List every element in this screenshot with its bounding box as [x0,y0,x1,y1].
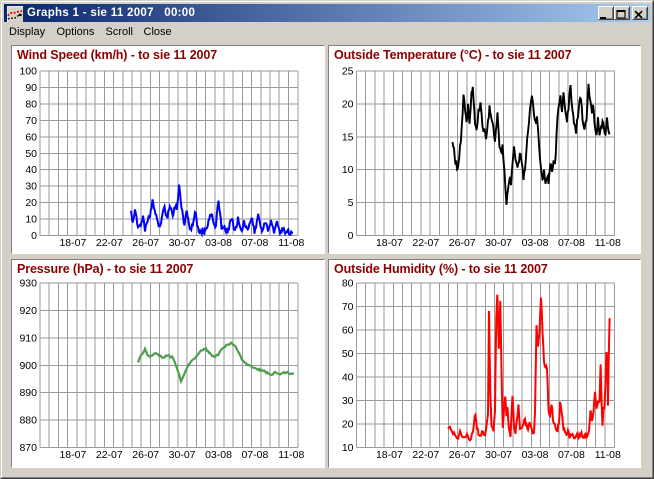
svg-text:11-08: 11-08 [278,449,304,461]
svg-text:26-07: 26-07 [132,237,159,249]
svg-text:18-07: 18-07 [59,237,86,249]
svg-text:870: 870 [19,442,37,454]
svg-text:03-08: 03-08 [205,449,232,461]
svg-text:18-07: 18-07 [59,449,86,461]
svg-text:03-08: 03-08 [205,237,232,249]
svg-text:100: 100 [19,66,37,78]
svg-text:26-07: 26-07 [132,449,159,461]
svg-text:70: 70 [342,301,354,313]
svg-text:07-08: 07-08 [241,449,268,461]
svg-text:880: 880 [19,415,37,427]
svg-text:60: 60 [25,131,37,143]
svg-text:80: 80 [342,278,354,290]
svg-text:30-07: 30-07 [485,449,512,461]
svg-text:07-08: 07-08 [558,237,585,249]
svg-text:920: 920 [19,305,37,317]
svg-text:07-08: 07-08 [241,237,268,249]
svg-text:11-08: 11-08 [595,449,621,461]
svg-text:22-07: 22-07 [96,449,123,461]
svg-text:26-07: 26-07 [449,449,476,461]
svg-text:40: 40 [25,164,37,176]
svg-text:50: 50 [25,148,37,160]
svg-text:10: 10 [342,442,354,454]
svg-text:0: 0 [31,230,37,242]
svg-text:18-07: 18-07 [376,449,403,461]
svg-text:0: 0 [348,230,354,242]
svg-text:90: 90 [25,82,37,94]
svg-text:03-08: 03-08 [522,449,549,461]
svg-text:30: 30 [342,395,354,407]
svg-text:11-08: 11-08 [278,237,304,249]
svg-text:890: 890 [19,387,37,399]
svg-text:70: 70 [25,115,37,127]
svg-text:910: 910 [19,332,37,344]
svg-text:18-07: 18-07 [376,237,403,249]
svg-text:15: 15 [342,131,354,143]
svg-text:20: 20 [25,197,37,209]
svg-text:10: 10 [342,164,354,176]
svg-text:5: 5 [348,197,354,209]
svg-text:22-07: 22-07 [412,449,439,461]
svg-text:11-08: 11-08 [595,237,621,249]
svg-text:930: 930 [19,278,37,290]
svg-text:40: 40 [342,372,354,384]
svg-text:07-08: 07-08 [558,449,585,461]
svg-text:80: 80 [25,98,37,110]
svg-text:30-07: 30-07 [169,237,196,249]
svg-text:30-07: 30-07 [169,449,196,461]
svg-text:10: 10 [25,214,37,226]
svg-text:22-07: 22-07 [412,237,439,249]
svg-text:26-07: 26-07 [449,237,476,249]
svg-text:20: 20 [342,98,354,110]
svg-text:25: 25 [342,66,354,78]
svg-text:20: 20 [342,419,354,431]
svg-text:30: 30 [25,181,37,193]
svg-text:900: 900 [19,360,37,372]
svg-text:50: 50 [342,348,354,360]
svg-text:60: 60 [342,325,354,337]
svg-text:03-08: 03-08 [522,237,549,249]
svg-text:30-07: 30-07 [485,237,512,249]
svg-text:22-07: 22-07 [96,237,123,249]
